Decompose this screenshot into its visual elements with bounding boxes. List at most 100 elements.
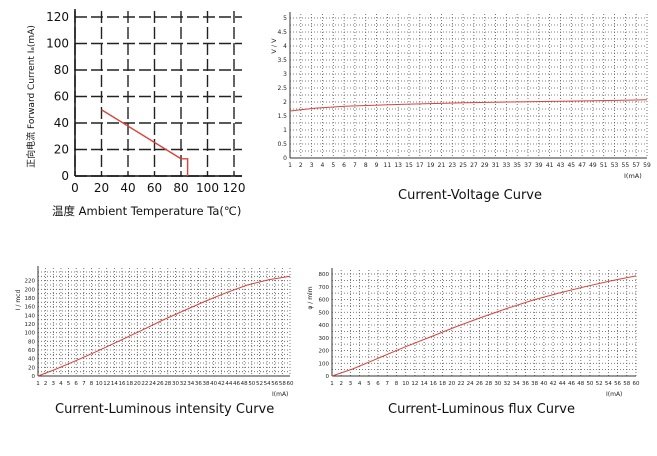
y-tick-label: 60 xyxy=(28,348,35,354)
x-tick-label: 20 xyxy=(134,381,141,387)
x-tick-label: 55 xyxy=(622,162,630,169)
y-tick-label: 80 xyxy=(28,339,35,345)
x-tick-label: 3 xyxy=(349,381,353,387)
y-tick-label: 40 xyxy=(28,357,35,363)
x-tick-label: 12 xyxy=(411,381,418,387)
x-tick-label: 45 xyxy=(567,162,575,169)
derating-series-line xyxy=(101,109,189,176)
x-tick-label: 4 xyxy=(59,381,63,387)
x-tick-label: 59 xyxy=(643,162,651,169)
x-tick-label: 39 xyxy=(535,162,543,169)
x-tick-label: 36 xyxy=(522,381,529,387)
x-tick-label: 44 xyxy=(225,381,232,387)
x-axis-label: I(mA) xyxy=(624,172,642,180)
x-tick-label: 8 xyxy=(395,381,399,387)
x-tick-label: 8 xyxy=(90,381,94,387)
x-tick-label: 18 xyxy=(439,381,446,387)
y-tick-label: 4 xyxy=(283,43,287,50)
x-tick-label: 7 xyxy=(386,381,390,387)
y-tick-label: 80 xyxy=(54,63,69,77)
x-tick-label: 10 xyxy=(96,381,103,387)
current-luminous-flux-caption: Current-Luminous flux Curve xyxy=(388,402,575,417)
y-tick-label: 400 xyxy=(319,323,330,329)
x-tick-label: 60 xyxy=(287,381,294,387)
x-tick-label: 29 xyxy=(481,162,489,169)
x-tick-label: 47 xyxy=(578,162,586,169)
x-tick-label: 26 xyxy=(476,381,483,387)
x-tick-label: 5 xyxy=(331,162,335,169)
x-tick-label: 5 xyxy=(67,381,71,387)
x-tick-label: 56 xyxy=(271,381,278,387)
x-tick-label: 50 xyxy=(586,381,593,387)
y-tick-label: 120 xyxy=(25,322,36,328)
x-tick-label: 36 xyxy=(195,381,202,387)
y-axis-label: I / mcd xyxy=(15,290,22,311)
series-line xyxy=(289,99,648,112)
x-tick-label: 2 xyxy=(299,162,303,169)
x-tick-label: 50 xyxy=(248,381,255,387)
derating-chart: 0 20 40 60 80 100 120 0 20 40 60 80 100 120 温度 Ambient… xyxy=(0,0,260,232)
x-tick-label: 30 xyxy=(494,381,501,387)
y-tick-label: 5 xyxy=(283,15,287,22)
y-tick-label: 100 xyxy=(25,331,36,337)
x-tick-label: 28 xyxy=(485,381,492,387)
y-tick-label: 160 xyxy=(25,305,36,311)
x-tick-label: 34 xyxy=(187,381,194,387)
x-axis-label: I(mA) xyxy=(272,391,288,398)
x-tick-label: 40 xyxy=(120,181,135,195)
x-tick-label: 3 xyxy=(52,381,56,387)
x-tick-label: 80 xyxy=(173,181,188,195)
x-tick-label: 1 xyxy=(36,381,40,387)
x-tick-label: 37 xyxy=(524,162,532,169)
y-tick-label: 0 xyxy=(61,169,69,183)
x-tick-label: 2 xyxy=(44,381,48,387)
derating-chart-svg: 0 20 40 60 80 100 120 0 20 40 60 80 100 120 温度 Ambient… xyxy=(25,9,245,218)
x-tick-label: 8 xyxy=(364,162,368,169)
y-tick-label: 3.5 xyxy=(277,57,287,64)
x-tick-label: 24 xyxy=(467,381,474,387)
y-tick-label: 0 xyxy=(283,155,287,162)
x-tick-label: 52 xyxy=(256,381,263,387)
y-tick-label: 180 xyxy=(25,296,36,302)
x-tick-label: 40 xyxy=(210,381,217,387)
y-tick-label: 300 xyxy=(319,336,330,342)
x-tick-label: 51 xyxy=(600,162,608,169)
x-tick-label: 11 xyxy=(384,162,392,169)
current-luminous-intensity-caption: Current-Luminous intensity Curve xyxy=(55,402,275,417)
x-tick-label: 20 xyxy=(94,181,109,195)
x-tick-label: 9 xyxy=(375,162,379,169)
y-tick-label: 2.5 xyxy=(277,85,287,92)
x-tick-label: 33 xyxy=(503,162,511,169)
x-tick-label: 52 xyxy=(596,381,603,387)
x-tick-label: 1 xyxy=(288,162,292,169)
x-tick-label: 12 xyxy=(103,381,110,387)
y-tick-label: 200 xyxy=(25,287,36,293)
y-tick-label: 4.5 xyxy=(277,29,287,36)
x-tick-label: 1 xyxy=(330,381,334,387)
current-luminous-flux-chart: 1 2 3 4 5 6 7 8 10 12 14 16 18 20 22 24 26 28 30 32 34 36 38 40… xyxy=(300,258,657,448)
x-tick-label: 14 xyxy=(111,381,118,387)
x-tick-label: 4 xyxy=(358,381,362,387)
x-tick-label: 44 xyxy=(559,381,566,387)
x-tick-label: 0 xyxy=(71,181,79,195)
x-tick-label: 5 xyxy=(367,381,371,387)
x-tick-label: 42 xyxy=(550,381,557,387)
x-tick-label: 38 xyxy=(203,381,210,387)
y-axis-label: 正向电流 Forward Current Iₐ(mA) xyxy=(25,25,37,168)
x-tick-label: 10 xyxy=(402,381,409,387)
x-tick-label: 27 xyxy=(470,162,478,169)
x-tick-label: 18 xyxy=(126,381,133,387)
x-tick-label: 13 xyxy=(394,162,402,169)
x-tick-label: 58 xyxy=(623,381,630,387)
x-tick-label: 32 xyxy=(180,381,187,387)
y-tick-label: 0 xyxy=(326,374,330,380)
x-tick-label: 34 xyxy=(513,381,520,387)
x-tick-label: 20 xyxy=(448,381,455,387)
x-tick-label: 7 xyxy=(82,381,86,387)
y-tick-label: 100 xyxy=(319,361,330,367)
x-tick-label: 17 xyxy=(416,162,424,169)
x-tick-label: 19 xyxy=(427,162,435,169)
x-tick-label: 40 xyxy=(540,381,547,387)
current-voltage-chart: 1 2 3 4 5 6 7 8 9 11 13 15 17 19 21 23 25 27 29 31 33 35 37 39 4… xyxy=(262,10,657,232)
x-tick-label: 31 xyxy=(492,162,500,169)
